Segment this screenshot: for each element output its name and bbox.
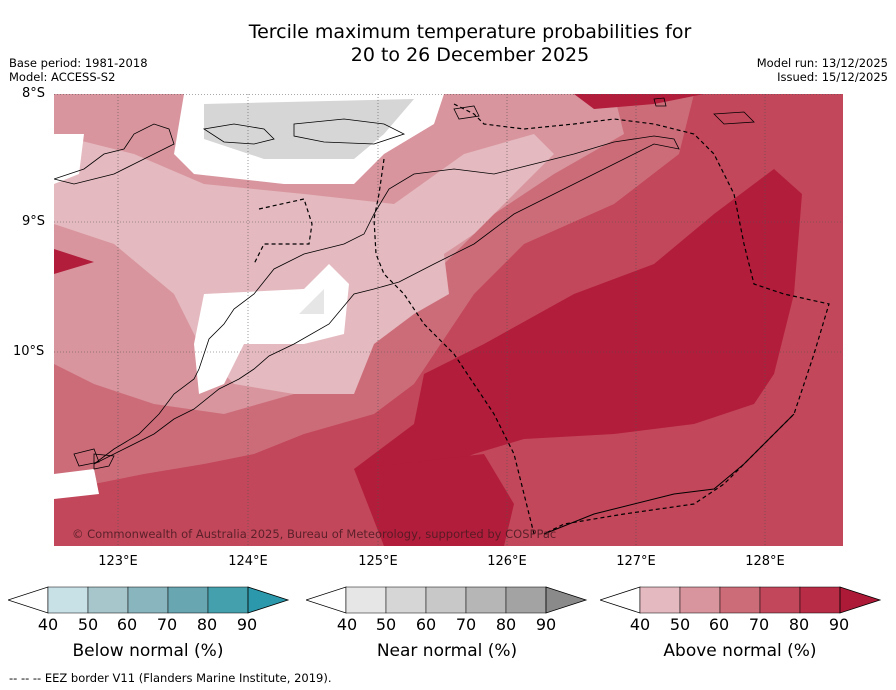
colorbar-above-box-80 xyxy=(799,586,841,614)
atauro-coastline xyxy=(453,105,480,120)
lon-label-125e: 125°E xyxy=(358,554,398,569)
sumba-coastline xyxy=(73,448,100,467)
tick-near-70: 70 xyxy=(455,615,477,634)
colorbar-below-box-40 xyxy=(47,586,89,614)
lon-label-124e: 124°E xyxy=(228,554,268,569)
probability-map: © Commonwealth of Australia 2025, Bureau… xyxy=(54,94,843,546)
region-above-40 xyxy=(54,134,554,394)
map-title-line2: 20 to 26 December 2025 xyxy=(350,44,590,66)
base-period: Base period: 1981-2018 xyxy=(9,56,148,70)
tick-below-60: 60 xyxy=(116,615,138,634)
tick-below-40: 40 xyxy=(37,615,59,634)
tick-below-90: 90 xyxy=(236,615,258,634)
region-above-80-west xyxy=(54,249,94,274)
colorbar-near-under-arrow xyxy=(306,586,347,614)
tick-near-80: 80 xyxy=(495,615,517,634)
colorbar-above-under-arrow xyxy=(600,586,641,614)
colorbar-above-title: Above normal (%) xyxy=(663,641,817,661)
tick-above-70: 70 xyxy=(748,615,770,634)
colorbar-below-box-80 xyxy=(207,586,249,614)
colorbar-below xyxy=(8,586,290,614)
region-white-central xyxy=(194,264,349,394)
tick-below-80: 80 xyxy=(196,615,218,634)
lat-label-8s: 8°S xyxy=(22,86,46,101)
tick-near-50: 50 xyxy=(375,615,397,634)
tick-above-60: 60 xyxy=(708,615,730,634)
region-above-80 xyxy=(354,169,802,474)
graticule xyxy=(54,94,843,546)
region-near-50b xyxy=(204,99,414,159)
model-name: Model: ACCESS-S2 xyxy=(9,70,116,84)
colorbar-near xyxy=(306,586,588,614)
colorbar-near-box-60 xyxy=(425,586,467,614)
colorbar-above-box-70 xyxy=(759,586,801,614)
eez-border-solid xyxy=(543,413,795,535)
colorbar-near-box-40 xyxy=(345,586,387,614)
tick-near-60: 60 xyxy=(415,615,437,634)
colorbar-below-box-50 xyxy=(87,586,129,614)
tick-below-50: 50 xyxy=(77,615,99,634)
issued-date: Issued: 15/12/2025 xyxy=(777,70,888,84)
colorbar-near-box-70 xyxy=(465,586,507,614)
eez-footnote: -- -- -- EEZ border V11 (Flanders Marine… xyxy=(9,671,332,685)
colorbar-near-box-50 xyxy=(385,586,427,614)
copyright-notice: © Commonwealth of Australia 2025, Bureau… xyxy=(72,527,556,541)
north-islands-coastline xyxy=(54,123,175,185)
tick-above-80: 80 xyxy=(788,615,810,634)
region-above-80-north xyxy=(574,94,704,109)
colorbar-below-over-arrow xyxy=(247,586,290,614)
colorbar-near-over-arrow xyxy=(545,586,588,614)
colorbar-above-box-60 xyxy=(719,586,761,614)
colorbar-above-box-50 xyxy=(679,586,721,614)
tick-above-50: 50 xyxy=(669,615,691,634)
colorbar-below-box-60 xyxy=(127,586,169,614)
eastern-islets xyxy=(653,97,755,125)
colorbar-below-title: Below normal (%) xyxy=(72,641,224,661)
lon-label-128e: 128°E xyxy=(745,554,785,569)
lat-label-9s: 9°S xyxy=(22,214,46,229)
region-white-southwest xyxy=(54,469,99,499)
region-above-80-south xyxy=(354,454,514,546)
colorbar-below-box-70 xyxy=(167,586,209,614)
colorbar-above-over-arrow xyxy=(839,586,882,614)
lon-label-126e: 126°E xyxy=(487,554,527,569)
eez-line-north xyxy=(453,103,830,535)
alor-coastline xyxy=(202,123,275,145)
tick-near-40: 40 xyxy=(336,615,358,634)
tick-below-70: 70 xyxy=(156,615,178,634)
colorbar-above xyxy=(600,586,882,614)
tick-near-90: 90 xyxy=(535,615,557,634)
model-run: Model run: 13/12/2025 xyxy=(756,56,888,70)
coastlines xyxy=(54,97,755,470)
timor-coastline xyxy=(93,135,680,465)
lon-label-127e: 127°E xyxy=(616,554,656,569)
region-near-60 xyxy=(299,289,324,314)
map-title-line1: Tercile maximum temperature probabilitie… xyxy=(248,21,692,43)
eez-border xyxy=(253,103,830,535)
wetar-coastline xyxy=(293,118,406,145)
colorbar-near-title: Near normal (%) xyxy=(376,641,518,661)
tick-above-90: 90 xyxy=(828,615,850,634)
colorbar-near-box-80 xyxy=(505,586,547,614)
tick-above-40: 40 xyxy=(629,615,651,634)
colorbar-above-box-40 xyxy=(639,586,681,614)
lon-label-123e: 123°E xyxy=(98,554,138,569)
colorbar-below-under-arrow xyxy=(8,586,49,614)
eez-line-enclave xyxy=(253,198,313,265)
rote-coastline xyxy=(93,453,115,470)
lat-label-10s: 10°S xyxy=(13,344,45,359)
